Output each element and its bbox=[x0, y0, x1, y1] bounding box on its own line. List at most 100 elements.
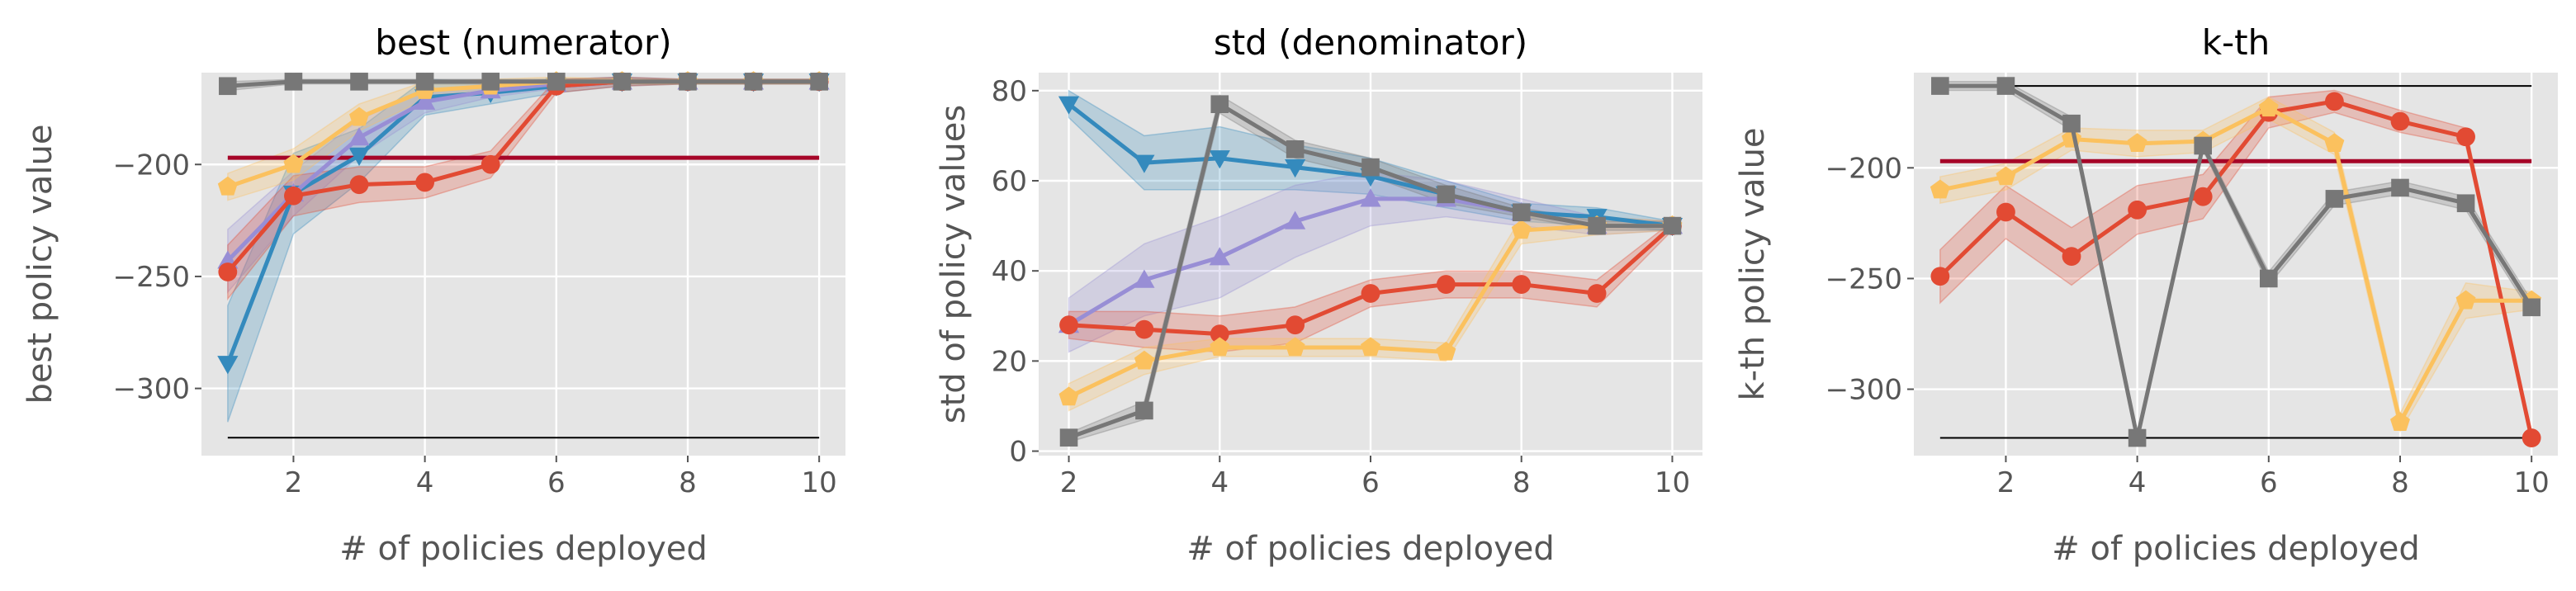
data-point bbox=[2062, 247, 2081, 267]
x-axis-label: # of policies deployed bbox=[2052, 530, 2420, 568]
data-point bbox=[2324, 133, 2345, 153]
x-tick-label: 6 bbox=[2260, 466, 2278, 499]
data-point bbox=[283, 154, 304, 173]
series-line bbox=[227, 79, 820, 88]
data-point bbox=[1437, 185, 1456, 204]
data-point bbox=[1058, 96, 1080, 115]
data-point bbox=[415, 173, 435, 192]
chart-marks bbox=[1930, 77, 2542, 447]
data-point bbox=[415, 73, 434, 91]
data-point bbox=[2194, 136, 2213, 155]
data-point bbox=[2259, 269, 2278, 288]
data-point bbox=[2127, 133, 2147, 153]
data-point bbox=[2522, 298, 2540, 317]
data-point bbox=[2391, 178, 2409, 197]
data-point bbox=[1134, 269, 1155, 288]
data-point bbox=[1210, 337, 1230, 357]
data-point bbox=[1286, 315, 1305, 335]
data-point bbox=[1663, 216, 1682, 235]
x-tick-label: 2 bbox=[1997, 466, 2015, 499]
data-point bbox=[217, 356, 239, 375]
x-tick-label: 4 bbox=[2129, 466, 2147, 499]
data-point bbox=[1209, 247, 1230, 266]
y-tick-label: −250 bbox=[113, 261, 190, 294]
y-tick-label: 40 bbox=[992, 255, 1027, 288]
data-point bbox=[1588, 216, 1606, 235]
data-point bbox=[348, 147, 370, 166]
y-tick-label: −300 bbox=[113, 373, 190, 406]
data-point bbox=[2258, 97, 2279, 117]
data-point bbox=[2522, 428, 2541, 447]
x-tick-label: 2 bbox=[1060, 466, 1078, 499]
chart-marks bbox=[1058, 89, 1683, 447]
y-tick-label: −200 bbox=[1825, 152, 1902, 185]
data-point bbox=[2456, 194, 2475, 213]
data-point bbox=[1134, 350, 1154, 370]
data-point bbox=[1361, 284, 1380, 303]
data-point bbox=[1209, 150, 1230, 169]
data-point bbox=[1996, 166, 2016, 186]
data-point bbox=[2062, 114, 2081, 133]
data-point bbox=[1512, 275, 1532, 294]
x-tick-label: 6 bbox=[547, 466, 566, 499]
data-point bbox=[350, 73, 368, 91]
data-point bbox=[679, 73, 697, 91]
x-tick-label: 10 bbox=[1655, 466, 1690, 499]
x-tick-label: 4 bbox=[416, 466, 434, 499]
data-point bbox=[349, 175, 369, 195]
data-point bbox=[1996, 77, 2015, 95]
gridlines bbox=[201, 73, 845, 456]
data-point bbox=[284, 73, 303, 91]
series-line bbox=[1939, 99, 2534, 439]
data-point bbox=[2128, 200, 2147, 220]
y-tick-label: 20 bbox=[992, 345, 1027, 378]
chart-title: best (numerator) bbox=[375, 22, 671, 63]
data-point bbox=[2389, 412, 2410, 431]
data-point bbox=[1361, 337, 1380, 357]
y-tick-label: 80 bbox=[992, 75, 1027, 108]
data-point bbox=[1059, 428, 1078, 447]
data-point bbox=[2324, 92, 2344, 111]
data-point bbox=[2193, 187, 2213, 206]
data-point bbox=[1210, 95, 1229, 114]
x-tick-label: 8 bbox=[679, 466, 697, 499]
x-tick-label: 8 bbox=[2391, 466, 2409, 499]
data-point bbox=[744, 73, 763, 91]
data-point bbox=[1587, 284, 1607, 303]
data-point bbox=[1134, 319, 1154, 339]
data-point bbox=[2325, 190, 2344, 208]
x-tick-label: 10 bbox=[802, 466, 837, 499]
x-tick-label: 6 bbox=[1361, 466, 1380, 499]
y-tick-label: −300 bbox=[1825, 374, 1902, 407]
data-point bbox=[219, 77, 237, 96]
data-point bbox=[810, 73, 828, 91]
data-point bbox=[2456, 127, 2475, 147]
y-axis-label: std of policy values bbox=[935, 105, 973, 423]
y-tick-label: 60 bbox=[992, 165, 1027, 198]
y-tick-label: 0 bbox=[1009, 436, 1027, 469]
x-tick-label: 2 bbox=[285, 466, 303, 499]
data-point bbox=[348, 127, 370, 146]
data-point bbox=[218, 262, 238, 281]
chart-marks bbox=[217, 71, 830, 439]
x-tick-label: 10 bbox=[2514, 466, 2550, 499]
data-point bbox=[1285, 159, 1306, 178]
chart-title: k-th bbox=[2202, 22, 2271, 63]
data-point bbox=[481, 154, 500, 174]
data-point bbox=[1210, 324, 1229, 344]
plot-area bbox=[1914, 73, 2558, 456]
panel-std: std (denominator) # of policies deployed… bbox=[935, 22, 1702, 568]
data-point bbox=[1134, 154, 1155, 173]
data-point bbox=[1135, 401, 1153, 420]
data-point bbox=[547, 73, 566, 91]
data-point bbox=[1996, 202, 2015, 222]
data-point bbox=[1436, 275, 1456, 294]
data-point bbox=[1436, 341, 1456, 361]
data-point bbox=[2128, 428, 2147, 447]
x-axis-label: # of policies deployed bbox=[339, 530, 708, 568]
data-point bbox=[217, 176, 238, 196]
data-point bbox=[349, 106, 370, 126]
chart-title: std (denominator) bbox=[1214, 22, 1527, 63]
y-axis-label: k-th policy value bbox=[1734, 127, 1772, 400]
